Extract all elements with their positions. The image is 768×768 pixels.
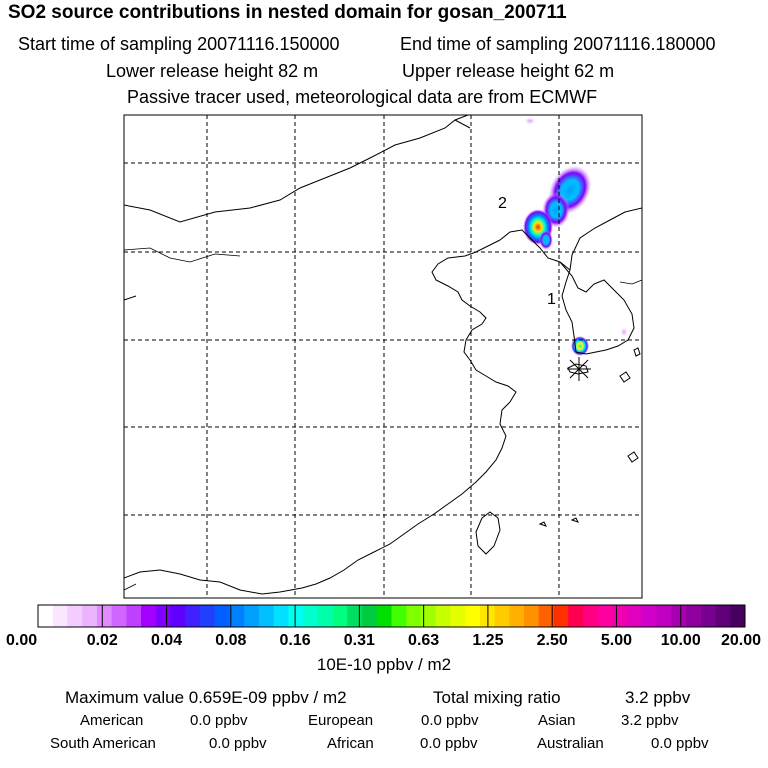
- upper-release-height: Upper release height 62 m: [402, 61, 615, 81]
- colorbar-cell: [82, 605, 98, 627]
- region-name-european: European: [308, 712, 374, 729]
- end-time: End time of sampling 20071116.180000: [400, 34, 716, 54]
- tracer-note: Passive tracer used, meteorological data…: [127, 87, 598, 107]
- colorbar-cell: [96, 605, 113, 627]
- start-time: Start time of sampling 20071116.150000: [18, 34, 340, 54]
- region-value-african: 0.0 ppbv: [420, 735, 478, 752]
- colorbar-cell: [509, 605, 525, 627]
- colorbar-cell: [700, 605, 717, 627]
- receptor-asterisk-icon: [567, 357, 591, 381]
- concentration-field: [523, 117, 628, 356]
- borders: [124, 247, 642, 591]
- colorbar-cell: [524, 605, 540, 627]
- colorbar-tick-label: 0.00: [6, 632, 38, 649]
- region-value-south-american: 0.0 ppbv: [209, 735, 267, 752]
- colorbar-cell: [553, 605, 569, 627]
- colorbar-cell: [126, 605, 142, 627]
- region-name-asian: Asian: [538, 712, 576, 729]
- colorbar-cell: [612, 605, 628, 627]
- colorbar-tick-label: 0.63: [408, 632, 440, 649]
- colorbar-cell: [435, 605, 451, 627]
- colorbar-cell: [494, 605, 510, 627]
- region-value-australian: 0.0 ppbv: [651, 735, 709, 752]
- region-name-american: American: [80, 712, 144, 729]
- colorbar-cell: [656, 605, 672, 627]
- colorbar-tick-label: 0.08: [215, 632, 247, 649]
- colorbar-cell: [730, 605, 746, 627]
- colorbar-cell: [170, 605, 186, 627]
- colorbar-cell: [347, 605, 363, 627]
- region-name-south-american: South American: [50, 735, 156, 752]
- colorbar-tick-label: 0.16: [279, 632, 311, 649]
- plot-title: SO2 source contributions in nested domai…: [8, 2, 567, 23]
- colorbar-tick-label: 0.31: [343, 632, 375, 649]
- colorbar-cell: [641, 605, 658, 627]
- colorbar-cell: [376, 605, 392, 627]
- colorbar-cell: [362, 605, 378, 627]
- map-area: [124, 115, 642, 598]
- colorbar-cell: [214, 605, 230, 627]
- colorbar-cell: [406, 605, 422, 627]
- colorbar-cell: [303, 605, 319, 627]
- region-value-asian: 3.2 ppbv: [621, 712, 679, 729]
- colorbar-cell: [141, 605, 157, 627]
- colorbar-tick-label: 1.25: [472, 632, 504, 649]
- colorbar-cell: [332, 605, 348, 627]
- source-label-1: 1: [547, 291, 556, 308]
- colorbar: [37, 604, 746, 628]
- lower-release-height: Lower release height 82 m: [106, 61, 319, 81]
- colorbar-tick-label: 0.04: [150, 632, 183, 649]
- colorbar-cell: [111, 605, 127, 627]
- colorbar-cell: [288, 605, 304, 627]
- total-mixing-value: 3.2 ppbv: [625, 688, 691, 707]
- colorbar-cell: [38, 605, 54, 627]
- colorbar-cell: [52, 605, 68, 627]
- colorbar-cell: [568, 605, 584, 627]
- colorbar-cell: [185, 605, 201, 627]
- colorbar-tick-label: 5.00: [600, 632, 633, 649]
- colorbar-cell: [597, 605, 613, 627]
- colorbar-cell: [582, 605, 599, 627]
- colorbar-cell: [627, 605, 643, 627]
- colorbar-cell: [450, 605, 466, 627]
- colorbar-cell: [420, 605, 437, 627]
- total-mixing-label: Total mixing ratio: [433, 688, 561, 707]
- colorbar-cell: [538, 605, 555, 627]
- colorbar-cell: [686, 605, 702, 627]
- map-frame: [123, 114, 643, 599]
- coastlines: [124, 115, 642, 595]
- region-value-american: 0.0 ppbv: [190, 712, 248, 729]
- colorbar-cell: [465, 605, 481, 627]
- maximum-value: Maximum value 0.659E-09 ppbv / m2: [65, 688, 347, 707]
- colorbar-cell: [244, 605, 260, 627]
- colorbar-tick-label: 10.00: [660, 632, 701, 649]
- source-label-2: 2: [498, 195, 507, 212]
- colorbar-cell: [671, 605, 687, 627]
- colorbar-cell: [67, 605, 83, 627]
- colorbar-cell: [715, 605, 731, 627]
- colorbar-cell: [200, 605, 216, 627]
- region-name-australian: Australian: [537, 735, 604, 752]
- colorbar-tick-label: 20.00: [720, 632, 761, 649]
- colorbar-cell: [273, 605, 289, 627]
- colorbar-cell: [258, 605, 275, 627]
- lat-lon-grid: [124, 115, 642, 598]
- colorbar-tick-label: 0.02: [86, 632, 118, 649]
- colorbar-cell: [155, 605, 172, 627]
- region-value-european: 0.0 ppbv: [421, 712, 479, 729]
- colorbar-cell: [317, 605, 334, 627]
- colorbar-unit: 10E-10 ppbv / m2: [316, 655, 452, 674]
- region-name-african: African: [327, 735, 374, 752]
- colorbar-tick-label: 2.50: [536, 632, 568, 649]
- colorbar-cell: [229, 605, 245, 627]
- colorbar-cell: [391, 605, 407, 627]
- colorbar-frame: [37, 604, 746, 628]
